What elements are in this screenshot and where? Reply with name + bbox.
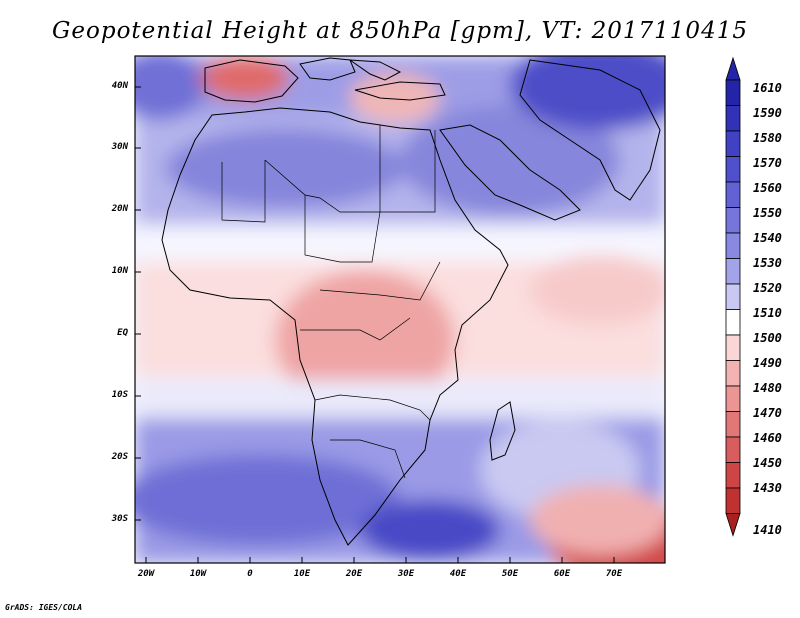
colorbar-label: 1540 bbox=[753, 231, 782, 245]
colorbar-swatch bbox=[725, 487, 741, 514]
lon-label: 40E bbox=[449, 569, 467, 579]
colorbar bbox=[725, 56, 741, 537]
colorbar-label: 1410 bbox=[753, 523, 782, 537]
lon-label: 50E bbox=[501, 569, 519, 579]
lat-label: 30S bbox=[111, 514, 128, 524]
colorbar-label: 1520 bbox=[753, 281, 782, 295]
lat-label: 20S bbox=[111, 452, 128, 462]
colorbar-label: 1430 bbox=[753, 481, 782, 495]
colorbar-swatch bbox=[725, 309, 741, 336]
colorbar-label: 1530 bbox=[753, 256, 782, 270]
colorbar-swatch bbox=[725, 232, 741, 259]
lon-label: 70E bbox=[605, 569, 623, 579]
colorbar-swatch bbox=[725, 156, 741, 183]
colorbar-label: 1450 bbox=[753, 456, 782, 470]
lon-label: 10W bbox=[189, 569, 207, 579]
colorbar-label: 1550 bbox=[753, 206, 782, 220]
colorbar-swatch bbox=[725, 462, 741, 489]
colorbar-cap-bottom bbox=[725, 513, 741, 537]
lat-label: 40N bbox=[111, 81, 128, 91]
colorbar-swatch bbox=[725, 385, 741, 412]
lat-label: 30N bbox=[111, 142, 128, 152]
lat-label: EQ bbox=[117, 328, 128, 338]
colorbar-label: 1510 bbox=[753, 306, 782, 320]
colorbar-label: 1470 bbox=[753, 406, 782, 420]
colorbar-label: 1590 bbox=[753, 106, 782, 120]
colorbar-label: 1500 bbox=[753, 331, 782, 345]
colorbar-label: 1460 bbox=[753, 431, 782, 445]
lat-label: 10S bbox=[111, 390, 128, 400]
lon-label: 20W bbox=[137, 569, 155, 579]
lon-label: 30E bbox=[397, 569, 415, 579]
colorbar-swatch bbox=[725, 105, 741, 132]
colorbar-swatch bbox=[725, 130, 741, 157]
chart-title: Geopotential Height at 850hPa [gpm], VT:… bbox=[52, 18, 748, 44]
lon-label: 60E bbox=[553, 569, 571, 579]
colorbar-label: 1490 bbox=[753, 356, 782, 370]
lat-label: 10N bbox=[111, 266, 128, 276]
lon-label: 0 bbox=[247, 569, 253, 579]
colorbar-label: 1610 bbox=[753, 81, 782, 95]
colorbar-label: 1480 bbox=[753, 381, 782, 395]
colorbar-label: 1570 bbox=[753, 156, 782, 170]
colorbar-swatch bbox=[725, 436, 741, 463]
colorbar-swatch bbox=[725, 207, 741, 234]
colorbar-swatch bbox=[725, 334, 741, 361]
colorbar-swatch bbox=[725, 283, 741, 310]
lon-label: 10E bbox=[293, 569, 311, 579]
grads-credit: GrADS: IGES/COLA bbox=[5, 603, 83, 612]
lat-label: 20N bbox=[111, 204, 128, 214]
colorbar-label: 1560 bbox=[753, 181, 782, 195]
colorbar-cap-top bbox=[725, 56, 741, 81]
colorbar-swatch bbox=[725, 258, 741, 285]
colorbar-swatch bbox=[725, 181, 741, 208]
colorbar-label: 1580 bbox=[753, 131, 782, 145]
lon-label: 20E bbox=[345, 569, 363, 579]
colorbar-swatch bbox=[725, 360, 741, 387]
colorbar-swatch bbox=[725, 79, 741, 106]
colorbar-swatch bbox=[725, 411, 741, 438]
